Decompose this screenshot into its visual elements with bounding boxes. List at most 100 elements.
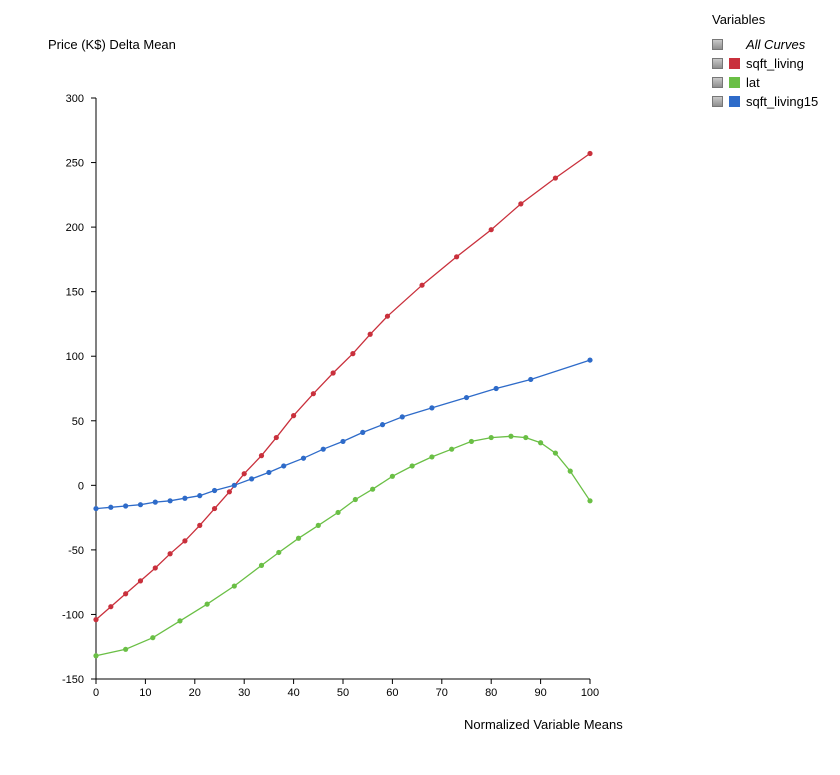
lat-point bbox=[276, 549, 282, 556]
legend-label-lat: lat bbox=[746, 75, 760, 90]
sqft-living15-point bbox=[320, 446, 326, 452]
sqft-living-point bbox=[310, 391, 316, 397]
sqft-living15-point bbox=[340, 438, 346, 445]
lat-point bbox=[295, 535, 302, 541]
sqft-living15-point bbox=[108, 504, 114, 510]
sqft-living-point bbox=[241, 471, 247, 477]
x-tick-label: 70 bbox=[436, 687, 448, 699]
y-tick-label: 50 bbox=[72, 416, 84, 428]
legend-item-sqft-living[interactable]: sqft_living bbox=[712, 54, 818, 73]
sqft-living15-point bbox=[93, 505, 99, 512]
sqft-living-point bbox=[258, 453, 265, 459]
lat-checkbox[interactable] bbox=[712, 77, 723, 88]
sqft-living-point bbox=[108, 604, 114, 610]
axes: -150 -100 -50 0 50 100 150 200 250 300 0 10 20 30 40 50… bbox=[62, 93, 599, 699]
lat-point bbox=[352, 496, 358, 503]
lat-point bbox=[389, 473, 395, 479]
sqft-living-point bbox=[587, 150, 593, 157]
legend-item-lat[interactable]: lat bbox=[712, 73, 818, 92]
sqft-living-point bbox=[197, 522, 203, 528]
series-sqft-living15 bbox=[93, 357, 593, 512]
sqft-living15-point bbox=[167, 498, 173, 504]
lat-point bbox=[508, 433, 514, 439]
lat-point bbox=[538, 440, 544, 446]
legend-item-all-curves[interactable]: All Curves bbox=[712, 35, 818, 54]
x-tick-label: 80 bbox=[485, 687, 497, 699]
sqft-living15-point bbox=[528, 376, 534, 383]
legend-item-sqft-living15[interactable]: sqft_living15 bbox=[712, 92, 818, 111]
sqft-living15-point bbox=[360, 429, 366, 435]
sqft-living15-point bbox=[587, 357, 593, 363]
lat-point bbox=[429, 454, 435, 460]
x-tick-label: 60 bbox=[386, 687, 398, 699]
y-tick-label: 200 bbox=[66, 222, 84, 234]
sqft-living15-checkbox[interactable] bbox=[712, 96, 723, 107]
lat-point bbox=[468, 438, 475, 445]
y-tick-label: 300 bbox=[66, 93, 84, 105]
lat-point bbox=[150, 635, 156, 641]
sqft-living15-point bbox=[429, 405, 435, 411]
y-tick-label: 100 bbox=[66, 351, 84, 363]
y-tick-label: 150 bbox=[66, 287, 84, 299]
x-tick-label: 30 bbox=[238, 687, 250, 699]
legend-label-sqft-living: sqft_living bbox=[746, 56, 804, 71]
y-tick-label: -100 bbox=[62, 609, 84, 621]
lat-point bbox=[177, 618, 183, 624]
sqft-living15-point bbox=[211, 487, 218, 494]
sqft-living-point bbox=[367, 331, 373, 337]
lat-line bbox=[95, 435, 591, 657]
lat-point bbox=[258, 562, 265, 568]
y-tick-label: 250 bbox=[66, 158, 84, 170]
lat-point bbox=[231, 583, 237, 589]
sqft-living15-point bbox=[493, 385, 499, 392]
lat-point bbox=[204, 601, 210, 607]
lat-point bbox=[123, 646, 129, 652]
sqft-living15-point bbox=[182, 495, 188, 501]
sqft-living-point bbox=[291, 413, 297, 419]
y-tick-label: -150 bbox=[62, 674, 84, 686]
sqft-living-point bbox=[226, 489, 232, 495]
sqft-living-checkbox[interactable] bbox=[712, 58, 723, 69]
sqft-living15-point bbox=[379, 422, 386, 428]
sqft-living15-point bbox=[231, 482, 237, 488]
sqft-living15-point bbox=[463, 394, 470, 401]
sqft-living-point bbox=[273, 434, 279, 441]
sqft-living-point bbox=[350, 351, 356, 357]
sqft-living15-line bbox=[95, 359, 591, 510]
lat-point bbox=[370, 486, 376, 492]
all-curves-swatch-spacer bbox=[729, 39, 740, 50]
series-layer bbox=[93, 150, 593, 659]
x-axis-title: Normalized Variable Means bbox=[464, 717, 623, 732]
series-lat bbox=[93, 433, 593, 659]
lat-point bbox=[409, 463, 415, 469]
sqft-living-point bbox=[123, 591, 129, 597]
y-tick-label: -50 bbox=[68, 545, 84, 557]
lat-point bbox=[315, 522, 321, 528]
sqft-living-line bbox=[95, 152, 591, 621]
lat-point bbox=[552, 450, 559, 456]
lat-point bbox=[567, 468, 573, 474]
sqft-living15-swatch bbox=[729, 96, 740, 107]
x-tick-label: 50 bbox=[337, 687, 349, 699]
sqft-living15-point bbox=[249, 476, 255, 482]
sqft-living-point bbox=[488, 227, 494, 233]
sqft-living15-point bbox=[197, 493, 203, 499]
x-tick-label: 0 bbox=[93, 687, 99, 699]
sqft-living-point bbox=[211, 505, 218, 512]
sqft-living-point bbox=[93, 617, 99, 623]
x-tick-label: 20 bbox=[189, 687, 201, 699]
sqft-living-point bbox=[330, 370, 336, 376]
lat-point bbox=[488, 434, 494, 441]
sqft-living15-point bbox=[152, 499, 158, 505]
lat-point bbox=[335, 509, 341, 516]
x-tick-label: 10 bbox=[139, 687, 151, 699]
y-axis-title: Price (K$) Delta Mean bbox=[48, 37, 176, 52]
sqft-living-point bbox=[137, 578, 144, 584]
legend: Variables All Curves sqft_living lat sqf… bbox=[712, 12, 818, 111]
series-sqft-living bbox=[93, 150, 593, 623]
sqft-living15-point bbox=[300, 455, 307, 461]
all-curves-checkbox[interactable] bbox=[712, 39, 723, 50]
legend-label-sqft-living15: sqft_living15 bbox=[746, 94, 819, 109]
legend-label-all-curves: All Curves bbox=[746, 37, 806, 52]
sqft-living15-point bbox=[399, 414, 405, 420]
